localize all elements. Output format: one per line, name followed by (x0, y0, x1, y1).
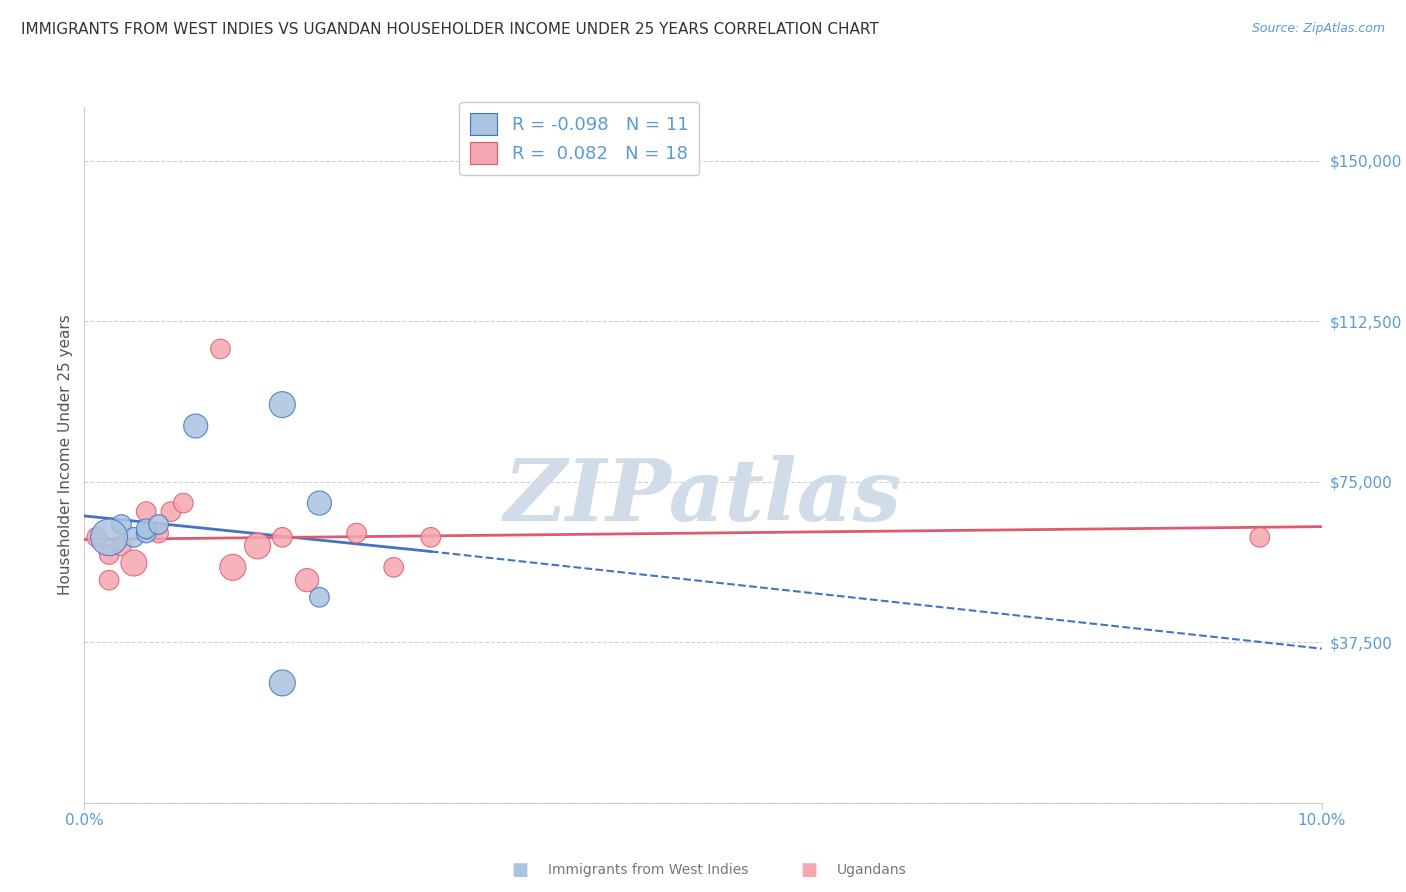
Text: Source: ZipAtlas.com: Source: ZipAtlas.com (1251, 22, 1385, 36)
Point (98, 573, 121, 587)
Point (382, 560, 405, 574)
Legend: R = -0.098   N = 11, R =  0.082   N = 18: R = -0.098 N = 11, R = 0.082 N = 18 (460, 103, 699, 175)
Point (135, 505, 157, 519)
Point (308, 591, 330, 605)
Point (135, 522, 157, 536)
Point (246, 539, 269, 553)
Point (1249, 530, 1271, 544)
Text: ■: ■ (512, 861, 529, 879)
Y-axis label: Householder Income Under 25 years: Householder Income Under 25 years (58, 315, 73, 595)
Point (98, 548, 121, 562)
Point (148, 526, 170, 541)
Text: ■: ■ (800, 861, 817, 879)
Point (295, 573, 318, 587)
Text: Immigrants from West Indies: Immigrants from West Indies (548, 863, 749, 877)
Point (98, 530, 121, 544)
Point (184, 419, 207, 434)
Text: Ugandans: Ugandans (837, 863, 907, 877)
Point (308, 496, 330, 510)
Point (419, 530, 441, 544)
Point (122, 556, 145, 570)
Point (271, 530, 294, 544)
Point (86, 530, 108, 544)
Point (222, 560, 245, 574)
Text: IMMIGRANTS FROM WEST INDIES VS UGANDAN HOUSEHOLDER INCOME UNDER 25 YEARS CORRELA: IMMIGRANTS FROM WEST INDIES VS UGANDAN H… (21, 22, 879, 37)
Point (172, 496, 194, 510)
Point (110, 539, 132, 553)
Point (148, 517, 170, 532)
Point (271, 398, 294, 412)
Point (271, 676, 294, 690)
Point (122, 530, 145, 544)
Point (110, 517, 132, 532)
Point (346, 526, 368, 541)
Text: ZIPatlas: ZIPatlas (503, 455, 903, 539)
Point (160, 505, 183, 519)
Point (135, 526, 157, 541)
Point (209, 342, 232, 356)
